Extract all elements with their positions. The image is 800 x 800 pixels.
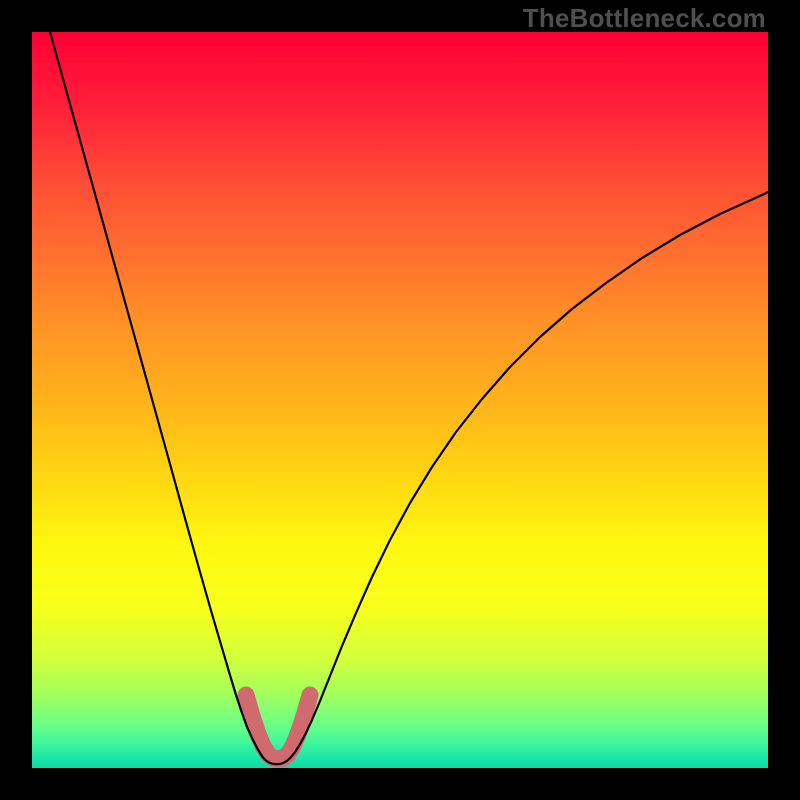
chart-canvas — [0, 0, 800, 800]
watermark-text: TheBottleneck.com — [523, 3, 766, 34]
plot-background — [32, 32, 768, 768]
